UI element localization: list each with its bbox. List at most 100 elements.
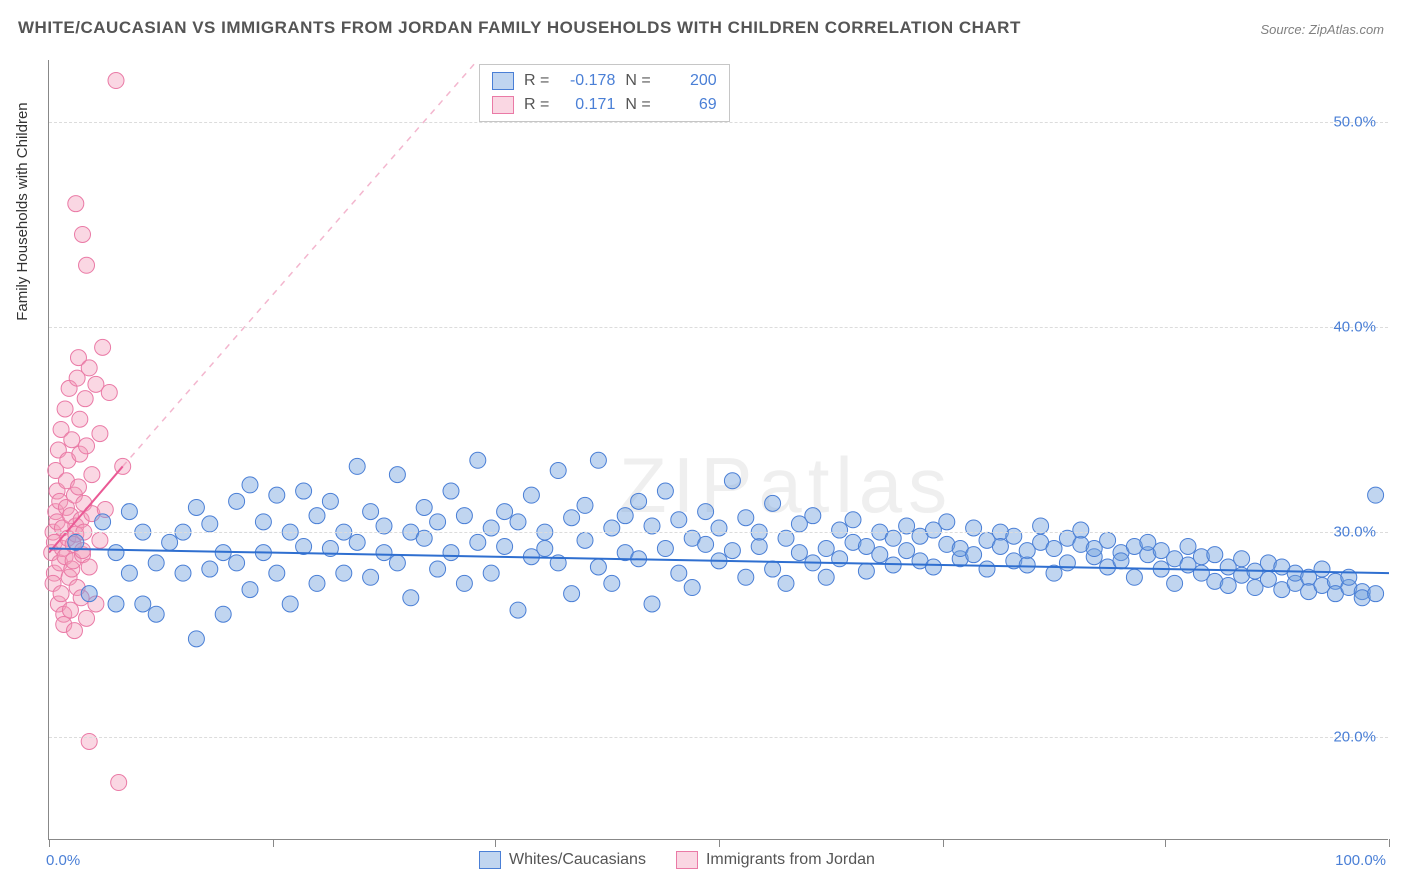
data-point bbox=[269, 487, 285, 503]
data-point bbox=[66, 623, 82, 639]
swatch-pink bbox=[492, 96, 514, 114]
data-point bbox=[1368, 586, 1384, 602]
data-point bbox=[738, 569, 754, 585]
data-point bbox=[791, 545, 807, 561]
data-point bbox=[483, 565, 499, 581]
data-point bbox=[778, 575, 794, 591]
y-axis-label: Family Households with Children bbox=[14, 102, 31, 320]
data-point bbox=[577, 497, 593, 513]
data-point bbox=[577, 532, 593, 548]
data-point bbox=[443, 483, 459, 499]
data-point bbox=[389, 467, 405, 483]
data-point bbox=[483, 520, 499, 536]
data-point bbox=[79, 610, 95, 626]
stats-r-value: -0.178 bbox=[559, 69, 615, 93]
data-point bbox=[269, 565, 285, 581]
data-point bbox=[81, 360, 97, 376]
data-point bbox=[282, 596, 298, 612]
data-point bbox=[698, 536, 714, 552]
legend-item-blue: Whites/Caucasians bbox=[479, 851, 646, 869]
legend-label: Whites/Caucasians bbox=[509, 851, 646, 869]
data-point bbox=[77, 391, 93, 407]
data-point bbox=[53, 586, 69, 602]
data-point bbox=[1113, 553, 1129, 569]
data-point bbox=[966, 547, 982, 563]
data-point bbox=[95, 514, 111, 530]
data-point bbox=[1126, 569, 1142, 585]
data-point bbox=[1059, 555, 1075, 571]
stats-n-label: N = bbox=[625, 69, 650, 93]
x-tick bbox=[719, 839, 720, 847]
data-point bbox=[698, 504, 714, 520]
y-tick-label: 40.0% bbox=[1333, 318, 1376, 335]
data-point bbox=[765, 495, 781, 511]
data-point bbox=[1019, 557, 1035, 573]
stats-r-label: R = bbox=[524, 69, 549, 93]
y-tick-label: 50.0% bbox=[1333, 113, 1376, 130]
data-point bbox=[1314, 561, 1330, 577]
data-point bbox=[497, 504, 513, 520]
data-point bbox=[188, 631, 204, 647]
data-point bbox=[309, 508, 325, 524]
data-point bbox=[711, 520, 727, 536]
data-point bbox=[966, 520, 982, 536]
data-point bbox=[296, 483, 312, 499]
data-point bbox=[724, 543, 740, 559]
data-point bbox=[1207, 547, 1223, 563]
plot-area: ZIPatlas R = -0.178 N = 200 R = 0.171 N … bbox=[48, 60, 1388, 840]
data-point bbox=[1073, 522, 1089, 538]
y-tick-label: 30.0% bbox=[1333, 524, 1376, 541]
data-point bbox=[81, 559, 97, 575]
x-tick bbox=[273, 839, 274, 847]
data-point bbox=[1260, 571, 1276, 587]
data-point bbox=[135, 596, 151, 612]
chart-svg bbox=[49, 60, 1388, 839]
data-point bbox=[68, 196, 84, 212]
data-point bbox=[121, 565, 137, 581]
data-point bbox=[845, 512, 861, 528]
stats-row-pink: R = 0.171 N = 69 bbox=[492, 93, 717, 117]
data-point bbox=[229, 555, 245, 571]
data-point bbox=[1006, 528, 1022, 544]
data-point bbox=[121, 504, 137, 520]
swatch-pink bbox=[676, 851, 698, 869]
data-point bbox=[872, 547, 888, 563]
data-point bbox=[416, 499, 432, 515]
data-point bbox=[899, 543, 915, 559]
data-point bbox=[992, 538, 1008, 554]
data-point bbox=[510, 602, 526, 618]
data-point bbox=[1234, 551, 1250, 567]
source-attribution: Source: ZipAtlas.com bbox=[1260, 22, 1384, 37]
data-point bbox=[101, 385, 117, 401]
data-point bbox=[925, 559, 941, 575]
data-point bbox=[818, 569, 834, 585]
stats-n-label: N = bbox=[625, 93, 650, 117]
x-tick bbox=[943, 839, 944, 847]
data-point bbox=[363, 504, 379, 520]
data-point bbox=[470, 452, 486, 468]
data-point bbox=[604, 520, 620, 536]
data-point bbox=[456, 508, 472, 524]
data-point bbox=[336, 565, 352, 581]
data-point bbox=[564, 510, 580, 526]
data-point bbox=[162, 534, 178, 550]
data-point bbox=[108, 545, 124, 561]
bottom-legend: Whites/Caucasians Immigrants from Jordan bbox=[479, 851, 875, 869]
legend-item-pink: Immigrants from Jordan bbox=[676, 851, 875, 869]
y-tick-label: 20.0% bbox=[1333, 729, 1376, 746]
chart-title: WHITE/CAUCASIAN VS IMMIGRANTS FROM JORDA… bbox=[18, 18, 1021, 38]
data-point bbox=[403, 590, 419, 606]
data-point bbox=[765, 561, 781, 577]
stats-row-blue: R = -0.178 N = 200 bbox=[492, 69, 717, 93]
data-point bbox=[631, 493, 647, 509]
data-point bbox=[376, 545, 392, 561]
x-tick bbox=[49, 839, 50, 847]
data-point bbox=[805, 508, 821, 524]
data-point bbox=[939, 514, 955, 530]
data-point bbox=[75, 226, 91, 242]
data-point bbox=[443, 545, 459, 561]
data-point bbox=[510, 514, 526, 530]
data-point bbox=[296, 538, 312, 554]
swatch-blue bbox=[479, 851, 501, 869]
data-point bbox=[363, 569, 379, 585]
